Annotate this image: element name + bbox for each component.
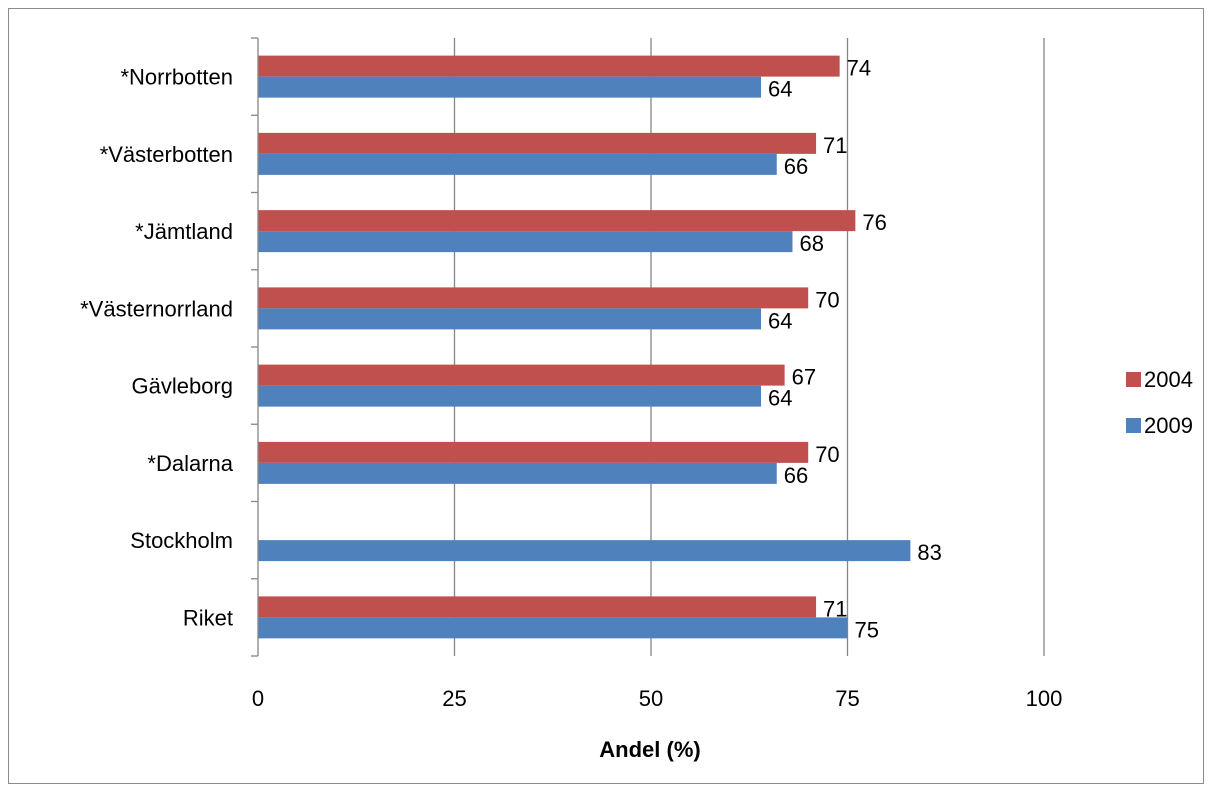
bar-2009 — [258, 385, 762, 407]
x-tick-label: 50 — [639, 686, 663, 711]
x-tick-label: 25 — [442, 686, 466, 711]
bar-2004 — [258, 132, 817, 154]
legend-label: 2004 — [1144, 367, 1193, 392]
data-label: 66 — [784, 154, 808, 179]
data-label: 64 — [768, 386, 792, 411]
bar-2009 — [258, 462, 777, 484]
data-label: 74 — [847, 56, 871, 81]
category-label: *Västernorrland — [80, 296, 233, 321]
bar-2009 — [258, 231, 793, 253]
bar-2009 — [258, 153, 777, 175]
category-label: *Jämtland — [135, 219, 233, 244]
bar-2009 — [258, 76, 762, 98]
data-label: 64 — [768, 77, 792, 102]
bar-2004 — [258, 210, 856, 232]
data-label: 70 — [815, 287, 839, 312]
legend-swatch-2009 — [1126, 418, 1141, 433]
x-axis-title: Andel (%) — [599, 737, 700, 762]
category-label: *Dalarna — [147, 451, 233, 476]
category-label: Riket — [183, 605, 233, 630]
legend: 2004 2009 — [1126, 367, 1193, 438]
bars — [258, 55, 911, 639]
bar-2009 — [258, 540, 911, 562]
data-label: 66 — [784, 463, 808, 488]
bar-2009 — [258, 617, 848, 639]
category-label: *Norrbotten — [120, 65, 233, 90]
category-label: Gävleborg — [131, 374, 233, 399]
x-tick-label: 75 — [835, 686, 859, 711]
x-tick-label: 100 — [1026, 686, 1063, 711]
data-label: 76 — [862, 210, 886, 235]
bar-2004 — [258, 596, 817, 618]
category-label: Stockholm — [130, 528, 233, 553]
data-label: 71 — [823, 596, 847, 621]
bar-2009 — [258, 308, 762, 330]
data-label: 67 — [792, 365, 816, 390]
bar-2004 — [258, 364, 785, 386]
gridlines — [453, 38, 1045, 656]
data-label: 75 — [855, 617, 879, 642]
data-label: 71 — [823, 133, 847, 158]
legend-swatch-2004 — [1126, 372, 1141, 387]
category-label: *Västerbotten — [100, 142, 233, 167]
bar-2004 — [258, 441, 809, 463]
bar-2004 — [258, 55, 840, 77]
x-tick-label: 0 — [252, 686, 264, 711]
data-label: 68 — [799, 231, 823, 256]
bar-2004 — [258, 287, 809, 309]
legend-label: 2009 — [1144, 413, 1193, 438]
data-label: 64 — [768, 308, 792, 333]
data-label: 70 — [815, 442, 839, 467]
data-label: 83 — [917, 540, 941, 565]
axes: 0 25 50 75 100 *Norrbotten *Västerbotten *Jämtl… — [80, 37, 1063, 711]
